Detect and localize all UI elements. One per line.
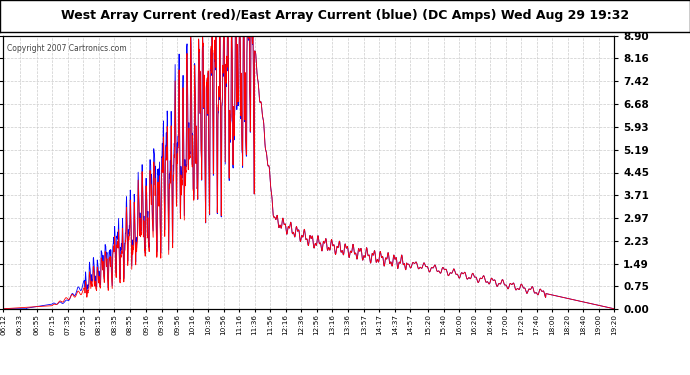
Text: Copyright 2007 Cartronics.com: Copyright 2007 Cartronics.com [6, 44, 126, 53]
Text: West Array Current (red)/East Array Current (blue) (DC Amps) Wed Aug 29 19:32: West Array Current (red)/East Array Curr… [61, 9, 629, 22]
